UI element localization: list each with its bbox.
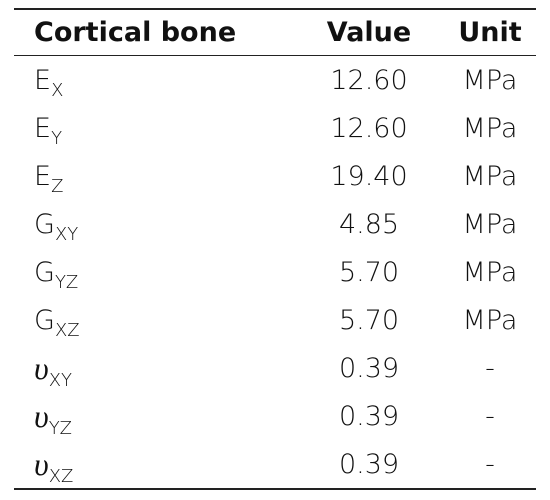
unit-cell: MPa — [462, 208, 518, 240]
table-row: GYZ 5.70 MPa — [14, 248, 536, 296]
symbol-subscript: XZ — [48, 465, 74, 487]
value-cell: 19.40 — [330, 160, 408, 192]
symbol-cell: EY — [14, 104, 294, 152]
unit-cell: MPa — [462, 160, 518, 192]
header-cell: Value — [326, 17, 412, 48]
header-row: Cortical bone Value Unit — [14, 9, 536, 56]
property-table: Cortical bone Value Unit EX 12.60 MPa EY 12.… — [14, 8, 536, 490]
symbol-cell: GXZ — [14, 296, 294, 344]
symbol-subscript: Y — [51, 127, 63, 149]
header-cell: Unit — [458, 17, 522, 48]
value-cell: 5.70 — [338, 304, 400, 336]
symbol-cell: GYZ — [14, 248, 294, 296]
value-cell: 12.60 — [330, 112, 408, 144]
table-header: Cortical bone Value Unit — [14, 9, 536, 56]
table-row: GXY 4.85 MPa — [14, 200, 536, 248]
symbol-base: E — [34, 64, 52, 96]
symbol-cell: υXY — [14, 344, 294, 392]
symbol-subscript: YZ — [54, 271, 79, 293]
symbol-cell: EZ — [14, 152, 294, 200]
header-cell: Cortical bone — [34, 17, 237, 48]
value-cell: 5.70 — [338, 256, 400, 288]
table-row: υXZ 0.39 - — [14, 440, 536, 489]
value-cell: 0.39 — [338, 448, 400, 480]
unit-cell: MPa — [462, 304, 518, 336]
symbol-base: υ — [34, 349, 49, 386]
value-cell: 12.60 — [330, 64, 408, 96]
table-body: EX 12.60 MPa EY 12.60 MPa EZ 19.40 MPa GXY 4.85 MPa… — [14, 56, 536, 489]
symbol-base: G — [34, 208, 55, 240]
symbol-base: G — [34, 304, 55, 336]
symbol-base: υ — [34, 445, 49, 482]
unit-cell: - — [485, 400, 495, 432]
symbol-subscript: Z — [51, 175, 64, 197]
symbol-subscript: YZ — [48, 417, 73, 439]
unit-cell: - — [485, 352, 495, 384]
table-row: EX 12.60 MPa — [14, 56, 536, 105]
unit-cell: MPa — [462, 256, 518, 288]
table-row: υXY 0.39 - — [14, 344, 536, 392]
value-cell: 0.39 — [338, 352, 400, 384]
table-row: GXZ 5.70 MPa — [14, 296, 536, 344]
unit-cell: MPa — [462, 112, 518, 144]
symbol-base: G — [34, 256, 55, 288]
value-cell: 0.39 — [338, 400, 400, 432]
symbol-cell: υXZ — [14, 440, 294, 489]
symbol-cell: GXY — [14, 200, 294, 248]
value-cell: 4.85 — [338, 208, 400, 240]
symbol-subscript: XY — [54, 223, 79, 245]
unit-cell: - — [485, 448, 495, 480]
unit-cell: MPa — [462, 64, 518, 96]
table-row: υYZ 0.39 - — [14, 392, 536, 440]
symbol-base: E — [34, 160, 52, 192]
symbol-subscript: XZ — [54, 319, 80, 341]
table-row: EZ 19.40 MPa — [14, 152, 536, 200]
symbol-subscript: XY — [48, 369, 73, 391]
symbol-subscript: X — [51, 79, 64, 101]
symbol-base: υ — [34, 397, 49, 434]
symbol-base: E — [34, 112, 52, 144]
symbol-cell: EX — [14, 56, 294, 105]
table-row: EY 12.60 MPa — [14, 104, 536, 152]
symbol-cell: υYZ — [14, 392, 294, 440]
